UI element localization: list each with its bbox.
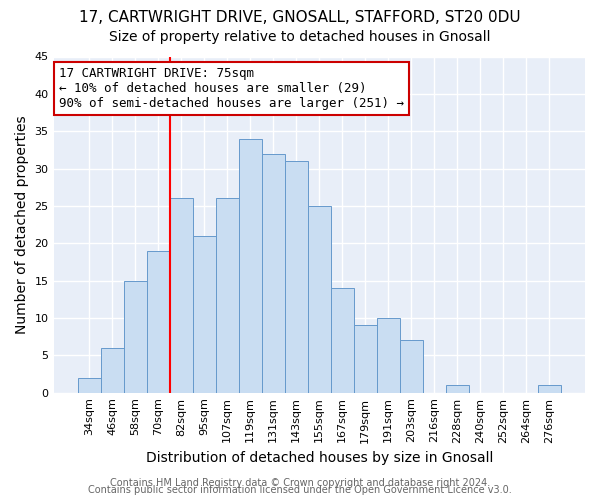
Bar (147, 250, 170, 392)
Bar (216, 198, 239, 392)
Text: 17 CARTWRIGHT DRIVE: 75sqm
← 10% of detached houses are smaller (29)
90% of semi: 17 CARTWRIGHT DRIVE: 75sqm ← 10% of deta… (59, 66, 404, 110)
Bar (193, 236, 216, 392)
Bar (77, 378, 101, 392)
Bar (262, 154, 285, 392)
Y-axis label: Number of detached properties: Number of detached properties (15, 116, 29, 334)
Text: Size of property relative to detached houses in Gnosall: Size of property relative to detached ho… (109, 30, 491, 44)
Text: 17, CARTWRIGHT DRIVE, GNOSALL, STAFFORD, ST20 0DU: 17, CARTWRIGHT DRIVE, GNOSALL, STAFFORD,… (79, 10, 521, 25)
Text: Contains HM Land Registry data © Crown copyright and database right 2024.: Contains HM Land Registry data © Crown c… (110, 478, 490, 488)
Bar (377, 318, 400, 392)
Bar (285, 161, 308, 392)
Bar (101, 348, 124, 393)
Bar (308, 206, 331, 392)
Bar (354, 326, 377, 392)
Bar (538, 385, 561, 392)
Text: Contains public sector information licensed under the Open Government Licence v3: Contains public sector information licen… (88, 485, 512, 495)
Bar (124, 280, 147, 392)
Bar (331, 288, 354, 393)
Bar (170, 198, 193, 392)
X-axis label: Distribution of detached houses by size in Gnosall: Distribution of detached houses by size … (146, 451, 493, 465)
Bar (239, 138, 262, 392)
Bar (446, 385, 469, 392)
Bar (400, 340, 423, 392)
